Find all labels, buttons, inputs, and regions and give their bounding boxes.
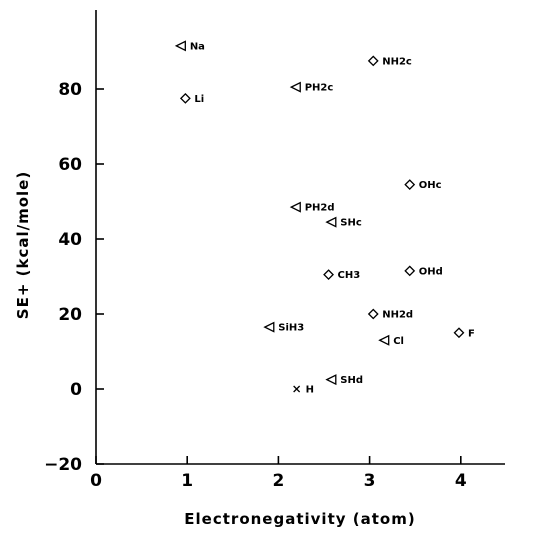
point-triangle-SiH3 <box>263 321 275 333</box>
point-triangle-PH2c <box>289 81 301 93</box>
y-tick-label: 20 <box>58 305 82 325</box>
y-tick-label: 80 <box>58 80 82 100</box>
point-label-H: H <box>306 385 314 396</box>
point-diamond-OHc <box>404 179 416 191</box>
point-triangle-SHd <box>325 374 337 386</box>
point-label-OHc: OHc <box>419 180 442 191</box>
point-label-NH2d: NH2d <box>382 310 413 321</box>
point-label-SiH3: SiH3 <box>278 323 304 334</box>
point-label-SHc: SHc <box>340 218 362 229</box>
point-triangle-SHc <box>325 216 337 228</box>
point-triangle-Cl <box>378 334 390 346</box>
data-points <box>174 40 465 393</box>
point-label-CH3: CH3 <box>338 270 361 281</box>
point-diamond-Li <box>179 92 191 104</box>
point-label-PH2d: PH2d <box>305 203 335 214</box>
ticks <box>95 88 462 465</box>
axes <box>95 10 505 465</box>
x-tick-label: 0 <box>90 471 102 491</box>
point-label-Na: Na <box>190 41 205 52</box>
y-tick-label: 60 <box>58 155 82 175</box>
point-label-SHd: SHd <box>340 375 363 386</box>
point-diamond-F <box>453 327 465 339</box>
x-tick-label: 4 <box>455 471 467 491</box>
x-tick-label: 1 <box>181 471 193 491</box>
point-diamond-CH3 <box>323 269 334 281</box>
point-diamond-NH2c <box>367 55 379 67</box>
point-triangle-Na <box>174 40 186 52</box>
x-tick-label: 3 <box>364 471 376 491</box>
point-x-H <box>293 385 301 393</box>
point-label-Li: Li <box>194 94 204 105</box>
point-labels: Na Li NH2c PH2c OHc PH2d SHc CH3 OHd NH2d SiH3 Cl F S… <box>190 41 475 395</box>
x-tick-label: 2 <box>272 471 284 491</box>
y-tick-label: −20 <box>44 455 82 475</box>
x-axis-label: Electronegativity (atom) <box>184 510 415 528</box>
point-label-F: F <box>468 328 475 339</box>
point-label-PH2c: PH2c <box>305 83 334 94</box>
point-label-OHd: OHd <box>419 266 443 277</box>
point-label-NH2c: NH2c <box>382 56 412 67</box>
tick-labels: 0 1 2 3 4 −20 0 20 40 60 80 <box>44 80 467 491</box>
point-diamond-NH2d <box>367 308 379 320</box>
y-axis-label: SE+ (kcal/mole) <box>14 171 32 319</box>
y-tick-label: 40 <box>58 230 82 250</box>
point-diamond-OHd <box>404 265 416 277</box>
point-label-Cl: Cl <box>393 336 404 347</box>
point-triangle-PH2d <box>289 201 301 213</box>
y-tick-label: 0 <box>70 380 82 400</box>
